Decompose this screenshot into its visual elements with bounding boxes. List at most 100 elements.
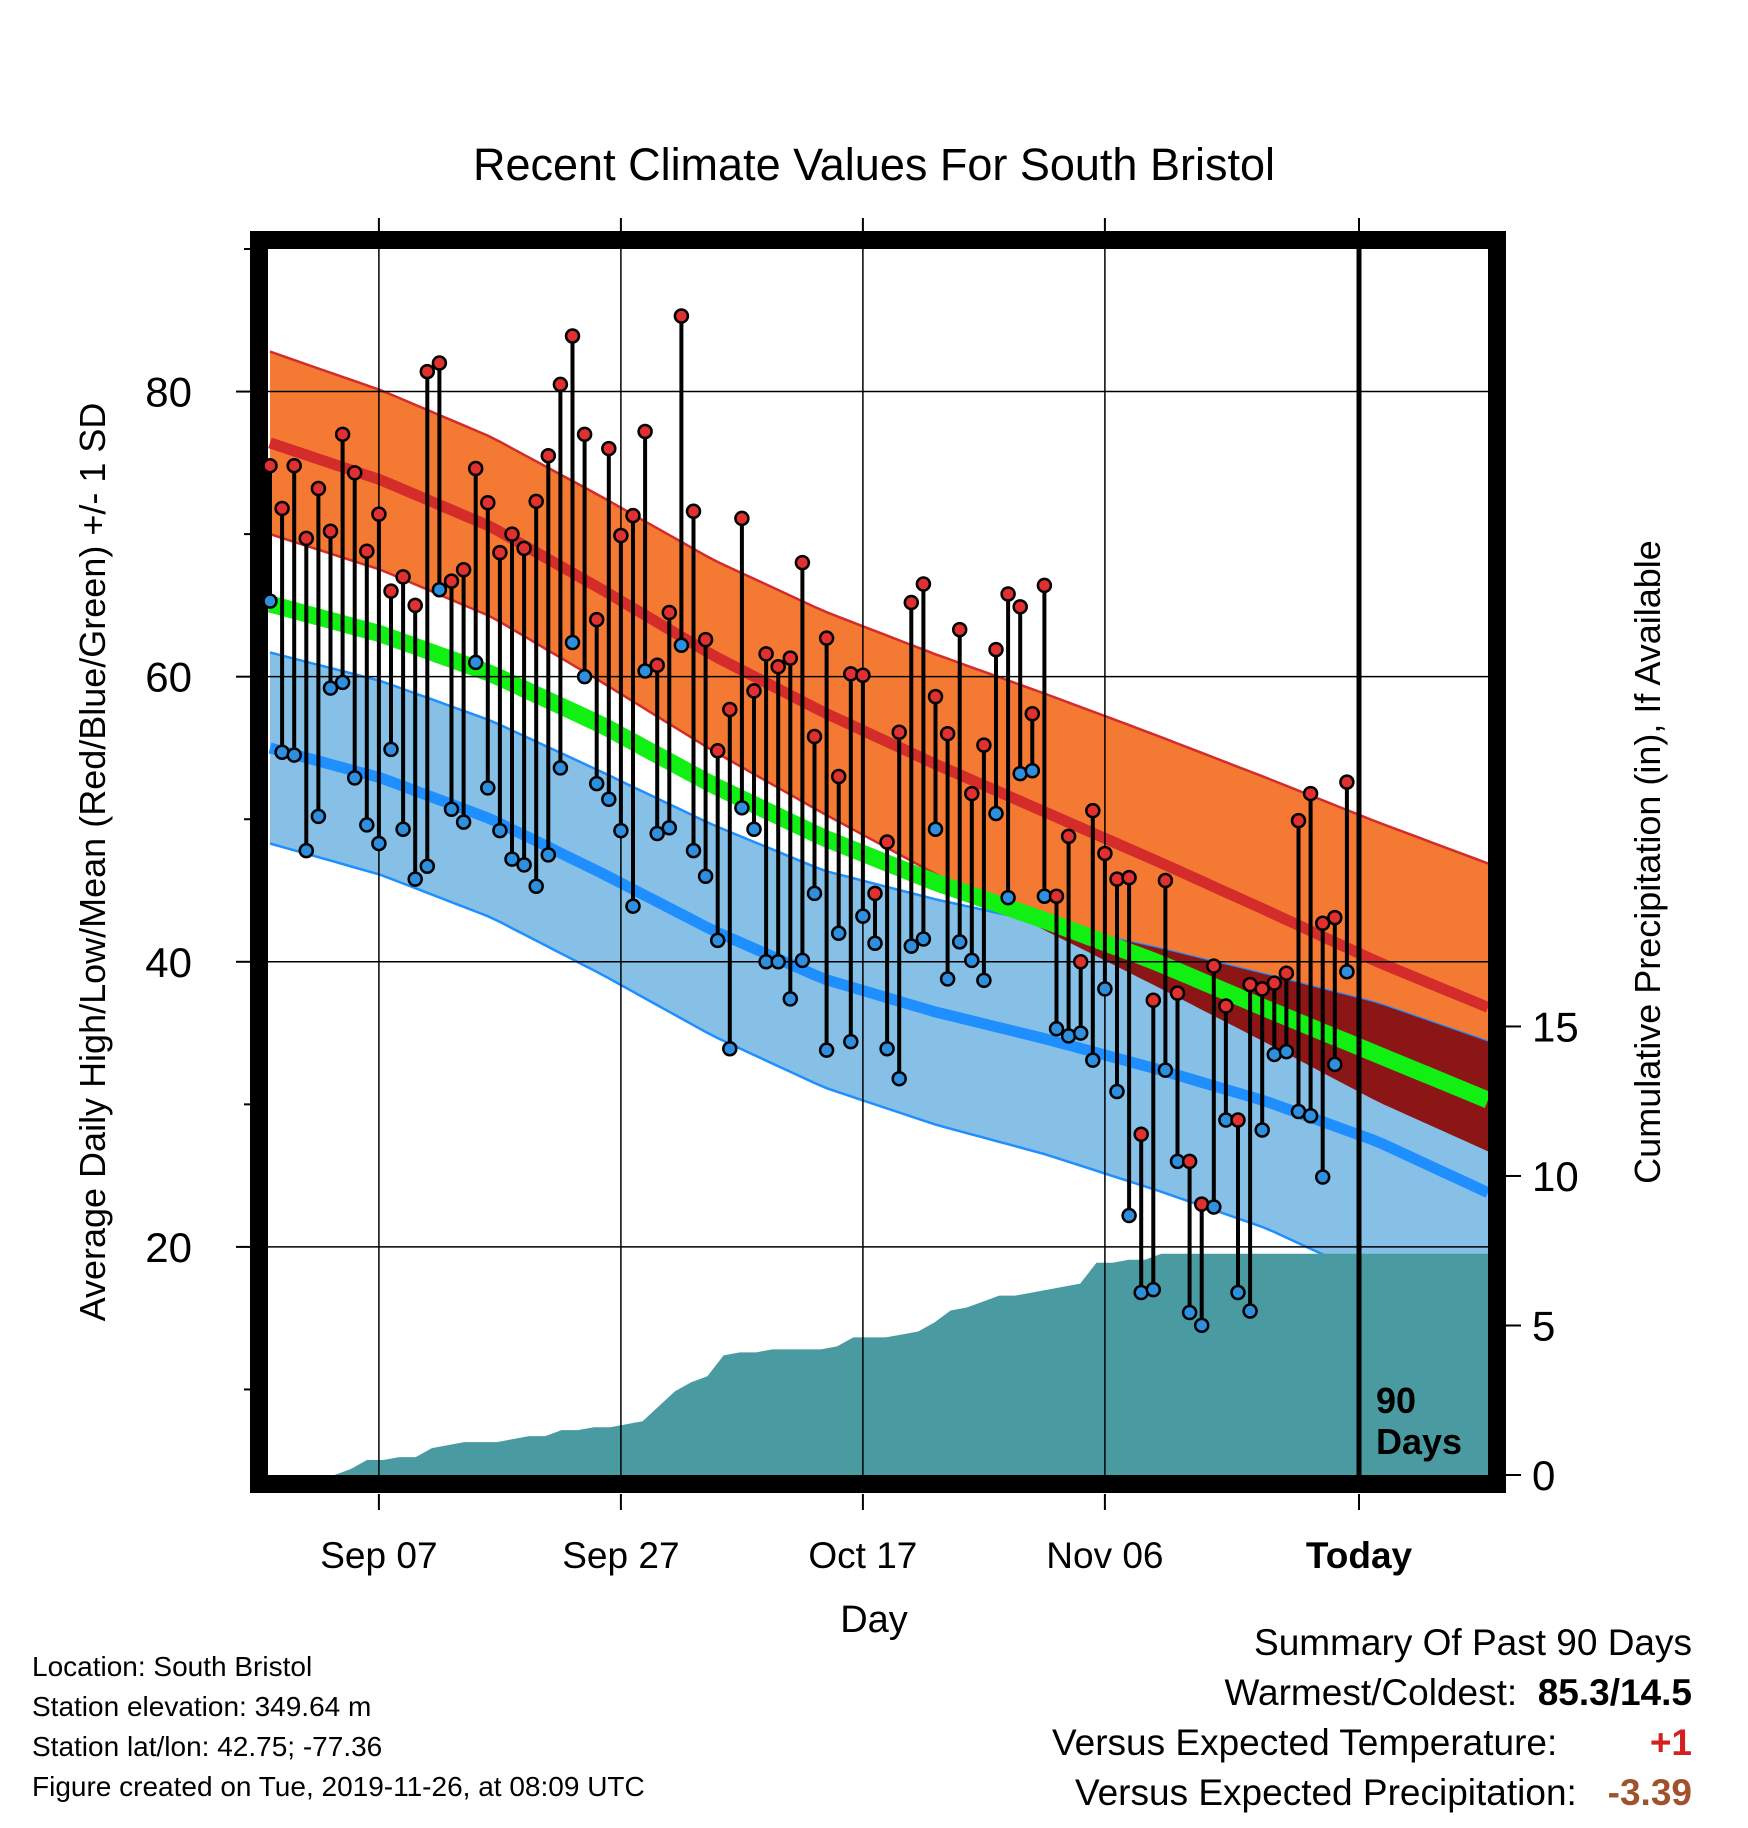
warm-cold-value: 85.3/14.5	[1537, 1672, 1692, 1713]
daily-high-point	[480, 495, 496, 511]
daily-low-point	[601, 791, 617, 808]
daily-low-point	[782, 991, 799, 1007]
y-tick-label: 40	[145, 939, 192, 986]
temp-value: +1	[1649, 1722, 1692, 1763]
daily-high-point	[262, 457, 278, 474]
normal-band-overlap	[1032, 920, 1488, 1152]
daily-high-point	[516, 540, 532, 557]
daily-high-point	[903, 594, 920, 611]
daily-low-point	[613, 822, 629, 839]
daily-high-point	[383, 583, 399, 599]
daily-high-point	[552, 376, 569, 393]
daily-high-point	[673, 308, 690, 324]
daily-high-point	[346, 465, 363, 481]
daily-high-point	[915, 576, 932, 592]
daily-high-point	[601, 440, 617, 457]
y2-tick-label: 0	[1532, 1452, 1555, 1499]
daily-high-point	[1314, 915, 1331, 932]
daily-low-point	[1302, 1108, 1319, 1124]
daily-low-point	[334, 674, 351, 691]
daily-low-point	[371, 835, 387, 852]
daily-low-point	[1145, 1281, 1162, 1298]
summary-precipitation: Versus Expected Precipitation: -3.39	[1075, 1772, 1692, 1814]
cumulative-precip-area	[318, 1253, 1488, 1475]
summary-temperature: Versus Expected Temperature: +1	[1052, 1722, 1692, 1764]
station-elevation: Station elevation: 349.64 m	[32, 1691, 372, 1722]
daily-high-point	[1254, 981, 1270, 997]
daily-low-point	[492, 822, 508, 839]
y2-tick-label: 10	[1532, 1153, 1579, 1200]
daily-low-point	[891, 1070, 907, 1087]
daily-high-point	[927, 688, 944, 705]
y2-tick-label: 15	[1532, 1003, 1579, 1050]
daily-high-point	[951, 621, 968, 638]
daily-high-point	[1036, 577, 1053, 594]
x-axis-label: Day	[840, 1599, 908, 1641]
daily-low-point	[480, 780, 496, 796]
daily-low-point	[830, 925, 847, 942]
x-tick-label: Nov 06	[1046, 1535, 1163, 1576]
daily-high-point	[1339, 774, 1355, 790]
daily-high-point	[1327, 909, 1343, 926]
daily-high-point	[758, 646, 774, 662]
daily-low-point	[552, 760, 569, 776]
daily-high-point	[818, 630, 835, 646]
daily-high-point	[1218, 998, 1234, 1014]
daily-high-point	[782, 650, 799, 666]
daily-low-point	[1121, 1207, 1137, 1224]
summary-warm-cold: Warmest/Coldest: 85.3/14.5	[1224, 1672, 1692, 1714]
daily-low-point	[625, 898, 641, 914]
daily-high-point	[1157, 872, 1174, 889]
daily-high-point	[588, 611, 605, 628]
daily-low-point	[310, 808, 327, 825]
daily-low-point	[1048, 1021, 1065, 1037]
daily-low-point	[951, 934, 968, 950]
daily-high-point	[528, 493, 544, 510]
daily-high-point	[685, 503, 702, 520]
daily-high-point	[613, 527, 629, 544]
daily-high-point	[1048, 888, 1065, 904]
daily-high-point	[806, 728, 823, 745]
daily-high-point	[964, 785, 980, 802]
daily-low-point	[1206, 1199, 1222, 1215]
daily-high-point	[879, 834, 895, 850]
daily-low-point	[709, 932, 726, 949]
warm-cold-label: Warmest/Coldest:	[1224, 1672, 1518, 1713]
daily-low-point	[722, 1041, 738, 1057]
daily-high-point	[1012, 599, 1028, 615]
daily-high-point	[395, 569, 411, 585]
temp-label: Versus Expected Temperature:	[1052, 1722, 1558, 1763]
daily-high-point	[274, 500, 290, 517]
chart-title: Recent Climate Values For South Bristol	[473, 139, 1275, 190]
daily-low-point	[383, 741, 399, 758]
daily-low-point	[1181, 1304, 1198, 1321]
daily-low-point	[1085, 1052, 1101, 1068]
daily-low-point	[540, 847, 557, 863]
daily-low-point	[637, 663, 653, 679]
daily-high-point	[855, 667, 871, 683]
daily-high-point	[359, 543, 375, 559]
daily-low-point	[395, 821, 411, 837]
x-tick-label: Sep 27	[562, 1535, 679, 1576]
daily-low-point	[431, 581, 448, 598]
x-tick-label: Today	[1306, 1535, 1413, 1576]
daily-low-point	[1157, 1062, 1174, 1078]
daily-high-point	[1133, 1126, 1149, 1143]
daily-high-point	[1085, 802, 1101, 819]
figure-created: Figure created on Tue, 2019-11-26, at 08…	[32, 1771, 645, 1802]
daily-low-point	[359, 817, 375, 833]
daily-high-point	[286, 457, 302, 474]
daily-low-point	[964, 952, 980, 969]
daily-low-point	[1193, 1317, 1210, 1334]
daily-high-point	[770, 658, 786, 675]
daily-high-point	[637, 423, 653, 440]
daily-low-point	[322, 680, 339, 696]
normal-low-line	[268, 742, 1488, 1198]
y2-axis-label: Cumulative Precipitation (in), If Availa…	[1627, 540, 1668, 1184]
x-tick-label: Oct 17	[808, 1535, 917, 1576]
daily-high-point	[1121, 869, 1137, 886]
daily-low-point	[843, 1033, 859, 1050]
daily-high-point	[298, 530, 315, 547]
plot-frame	[250, 231, 1506, 1493]
today-days-label-2: Days	[1376, 1421, 1462, 1462]
